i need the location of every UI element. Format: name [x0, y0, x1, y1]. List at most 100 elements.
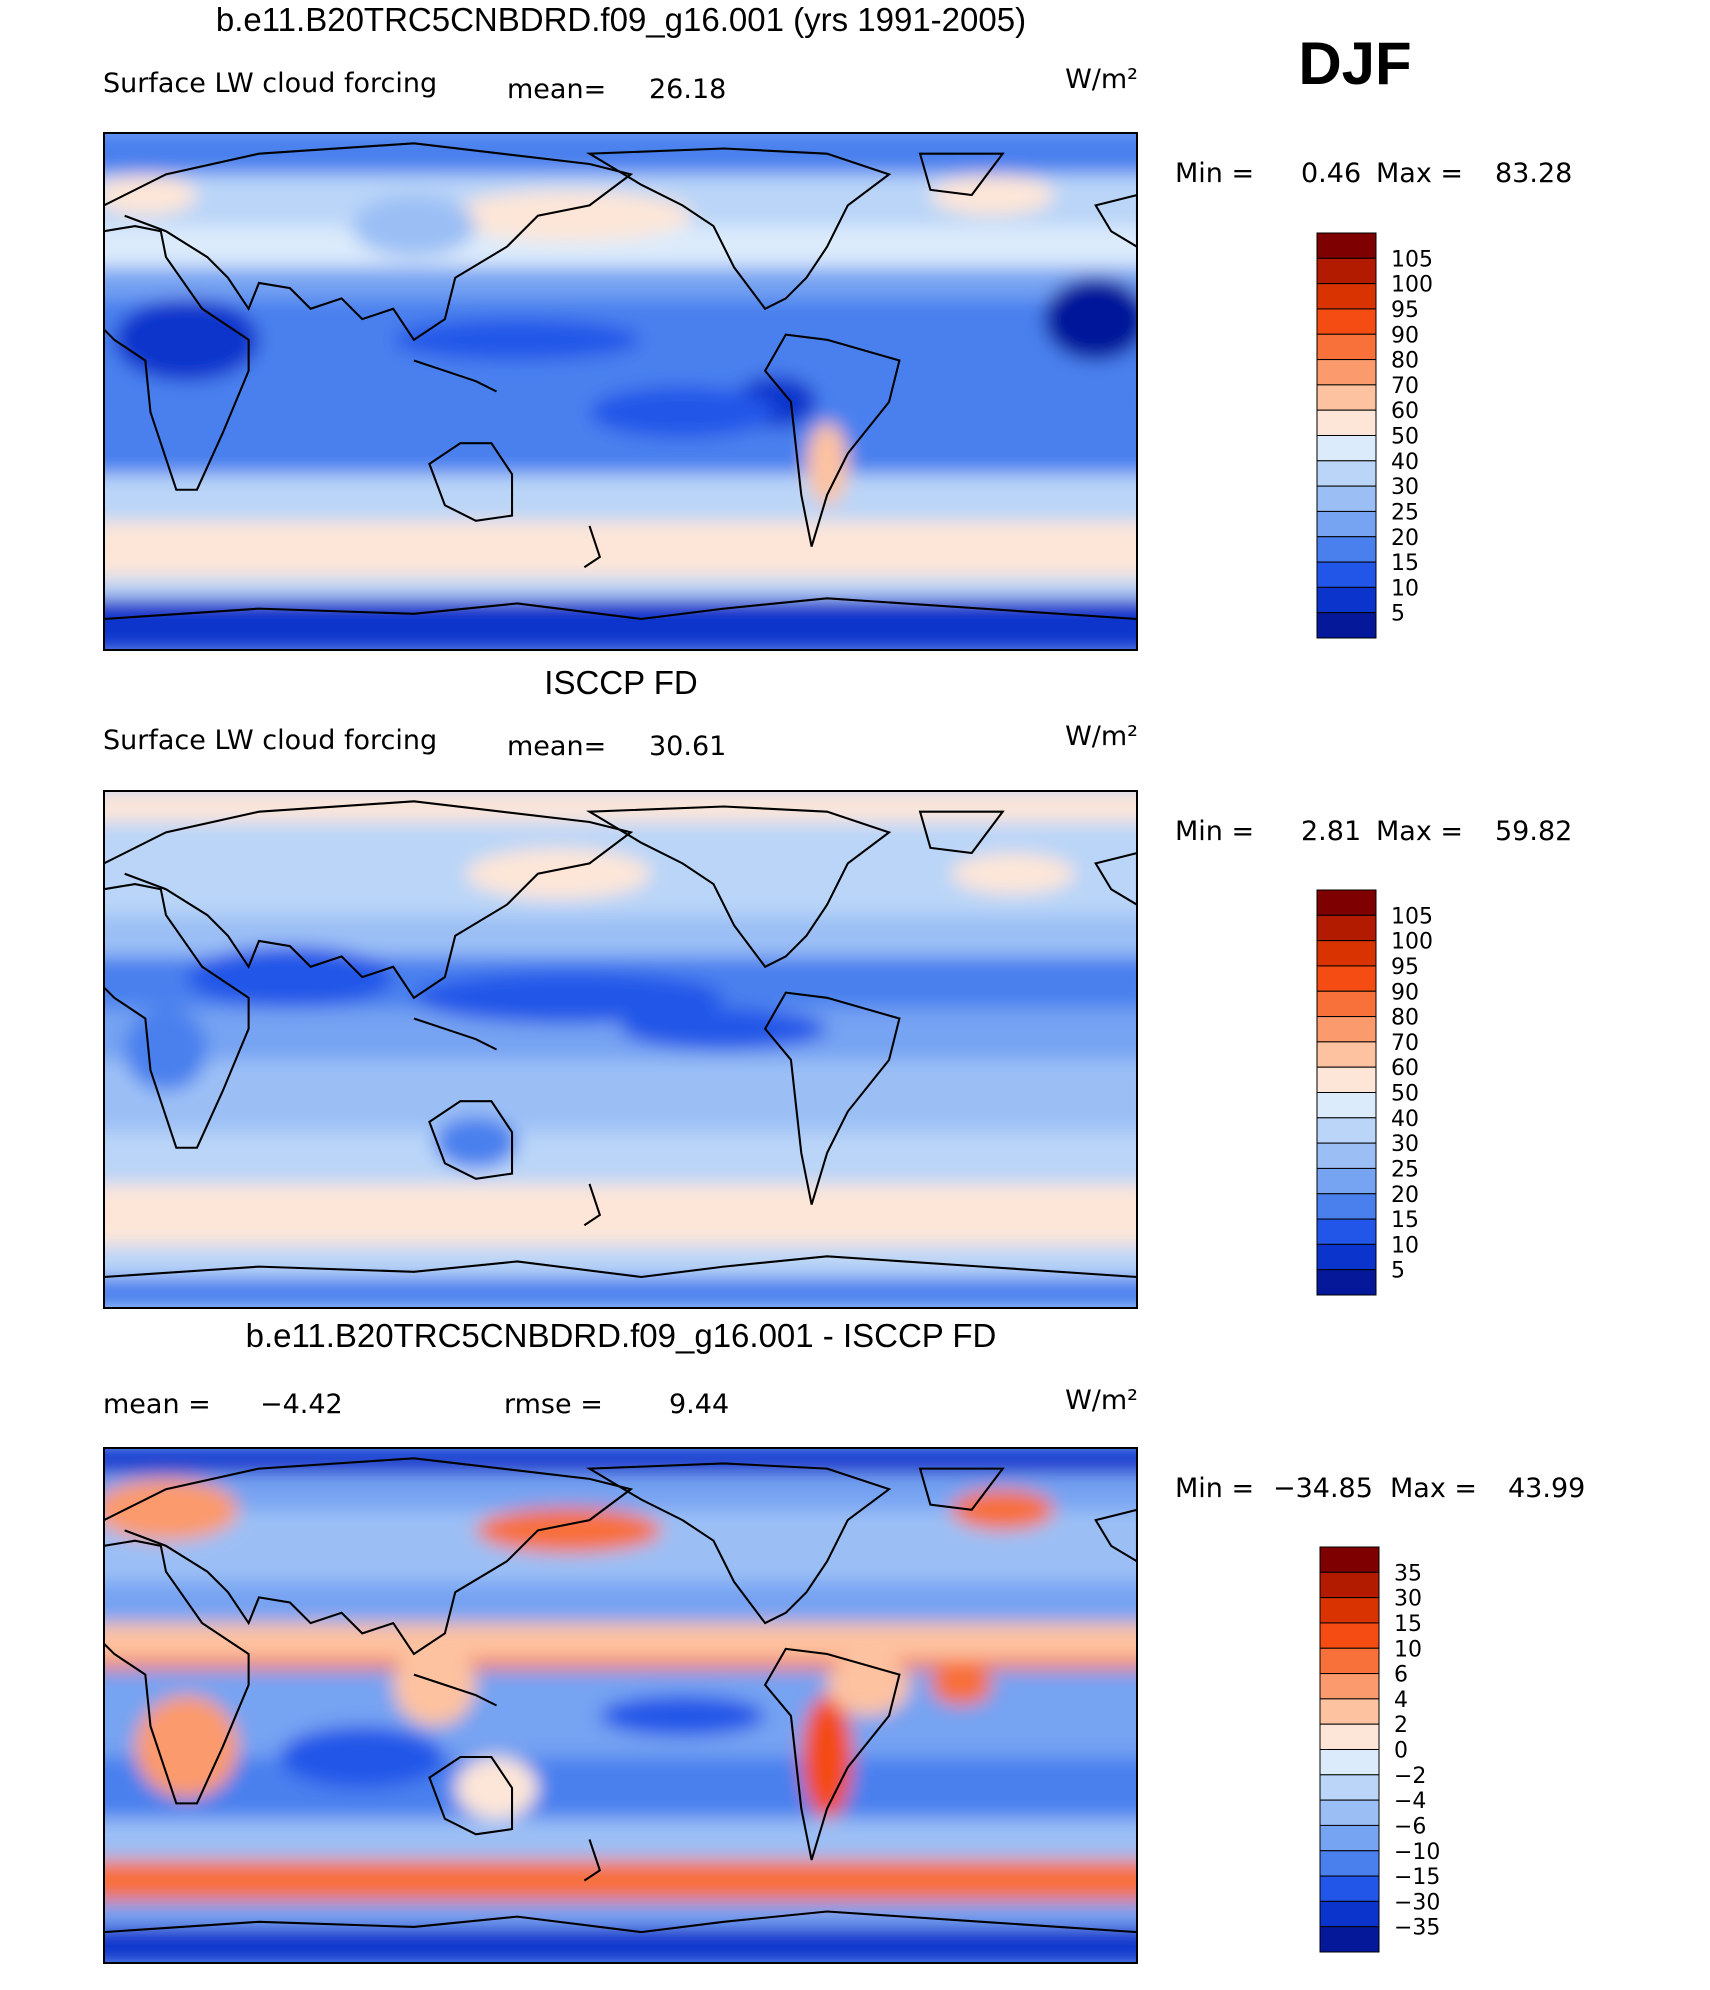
mean-value: 26.18 [649, 74, 726, 105]
min-label: Min = [1175, 816, 1254, 847]
colorbar-label: 60 [1391, 1056, 1419, 1081]
colorbar-label: 15 [1394, 1612, 1422, 1637]
colorbar-label: 10 [1394, 1637, 1422, 1662]
max-value: 43.99 [1508, 1473, 1585, 1504]
field-blob [599, 1695, 766, 1737]
colorbar-label: 105 [1391, 904, 1433, 929]
colorbar-label: 90 [1391, 980, 1419, 1005]
mean-value: 30.61 [649, 731, 726, 762]
colorbar-label: 25 [1391, 1157, 1419, 1182]
mean-value: −4.42 [260, 1389, 343, 1420]
field-blob [827, 1654, 910, 1716]
field-band [104, 1581, 1137, 1624]
field [104, 1448, 1137, 1963]
colorbar-label: 95 [1391, 298, 1419, 323]
field-blob [351, 195, 476, 258]
units: W/m² [1065, 1385, 1138, 1416]
map [104, 133, 1137, 650]
field-blob [951, 1489, 1055, 1531]
colorbar-label: −35 [1394, 1916, 1440, 1941]
colorbar-label: 80 [1391, 349, 1419, 374]
field-band [104, 1926, 1137, 1963]
colorbar-label: 105 [1391, 247, 1433, 272]
colorbar-label: 20 [1391, 1183, 1419, 1208]
rmse-value: 9.44 [669, 1389, 729, 1420]
map-frame [103, 1447, 1138, 1964]
colorbar-box [1316, 308, 1377, 335]
colorbar-label: 15 [1391, 551, 1419, 576]
colorbar-box [1316, 1218, 1377, 1245]
colorbar-box [1319, 1900, 1380, 1928]
field-band [104, 1183, 1137, 1246]
colorbar-label: 2 [1394, 1713, 1408, 1738]
field-blob [801, 1695, 853, 1819]
min-label: Min = [1175, 1473, 1254, 1504]
colorbar-label: −4 [1394, 1789, 1426, 1814]
field-blob [806, 422, 848, 506]
colorbar-box [1319, 1546, 1380, 1573]
colorbar-box [1316, 1092, 1377, 1119]
field-blob [104, 174, 197, 216]
colorbar-box [1319, 1622, 1380, 1649]
field [104, 791, 1137, 1308]
colorbar-label: −6 [1394, 1814, 1426, 1839]
field-band [104, 1623, 1137, 1660]
colorbar-box [1316, 990, 1377, 1018]
colorbar-label: 90 [1391, 323, 1419, 348]
map [104, 1448, 1137, 1963]
min-value: 2.81 [1301, 816, 1361, 847]
colorbar-label: 80 [1391, 1006, 1419, 1031]
map-frame [103, 790, 1138, 1309]
colorbar-box [1319, 1647, 1380, 1675]
field-blob [589, 386, 776, 439]
field-blob [124, 1008, 208, 1091]
field-blob [413, 971, 724, 1024]
colorbar-label: 20 [1391, 526, 1419, 551]
field-blob [475, 1507, 662, 1554]
min-value: 0.46 [1301, 158, 1361, 189]
field-band [104, 1757, 1137, 1819]
field-blob [134, 1695, 239, 1799]
panel-title: b.e11.B20TRC5CNBDRD.f09_g16.001 (yrs 199… [216, 1, 1026, 38]
field-blob [114, 298, 259, 382]
colorbar-box [1316, 1167, 1377, 1195]
max-value: 59.82 [1495, 816, 1572, 847]
colorbar-label: 100 [1391, 930, 1433, 955]
colorbar-box [1316, 460, 1377, 487]
colorbar-box [1316, 1243, 1377, 1271]
colorbar-box [1319, 1597, 1380, 1624]
colorbar-label: 60 [1391, 399, 1419, 424]
colorbar-label: 10 [1391, 1233, 1419, 1258]
field-blob [951, 853, 1076, 895]
field-band [104, 1659, 1137, 1670]
colorbar-box [1316, 1066, 1377, 1093]
colorbar-box [1316, 940, 1377, 967]
colorbar-label: 30 [1391, 1132, 1419, 1157]
colorbar-box [1319, 1850, 1380, 1877]
mean-label: mean= [507, 731, 606, 762]
colorbar-label: 5 [1391, 602, 1405, 627]
field-band [104, 791, 1137, 823]
colorbar-box [1316, 1117, 1377, 1144]
colorbar-box [1316, 384, 1377, 411]
field-band [104, 577, 1137, 599]
colorbar-box [1316, 359, 1377, 386]
colorbar-box [1319, 1723, 1380, 1750]
field-band [104, 598, 1137, 650]
max-label: Max = [1376, 816, 1463, 847]
field-blob [930, 1664, 993, 1706]
field-blob [104, 1478, 239, 1541]
panel-title: ISCCP FD [544, 664, 697, 701]
colorbar-box [1316, 1193, 1377, 1220]
units: W/m² [1065, 64, 1138, 95]
colorbar-box [1316, 889, 1377, 916]
colorbar-label: 10 [1391, 576, 1419, 601]
mean-label: mean = [103, 1389, 211, 1420]
colorbar-box [1316, 409, 1377, 436]
colorbar-label: −15 [1394, 1865, 1440, 1890]
field-band [104, 1245, 1137, 1277]
colorbar-label: 95 [1391, 955, 1419, 980]
field [104, 133, 1137, 650]
colorbar-box [1316, 1142, 1377, 1169]
